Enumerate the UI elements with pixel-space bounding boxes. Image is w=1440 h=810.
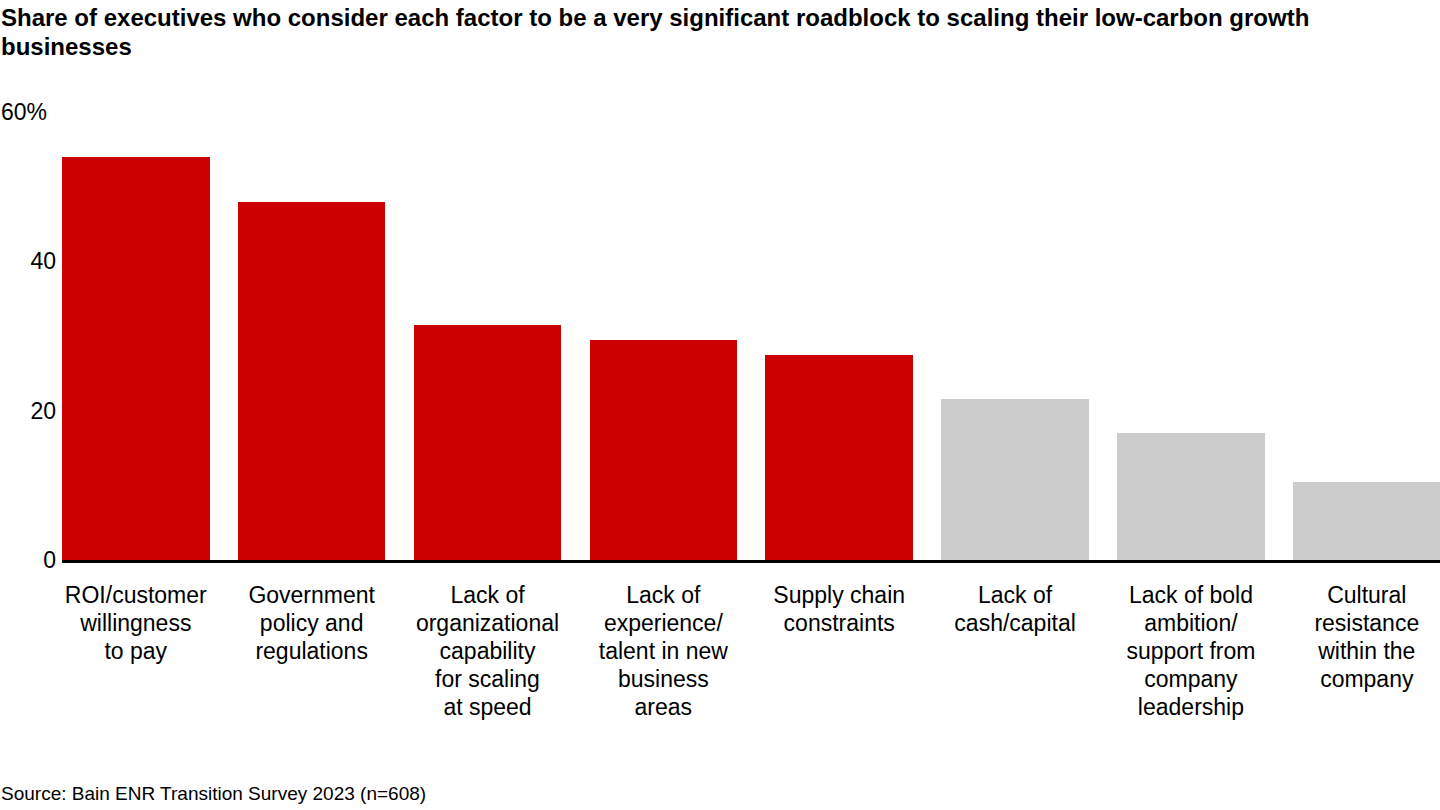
bar-1	[62, 157, 210, 560]
plot-area: ROI/customer willingness to payGovernmen…	[0, 0, 1440, 810]
category-label-8: Cultural resistance within the company	[1269, 581, 1440, 693]
bar-4	[590, 340, 738, 560]
category-label-4: Lack of experience/ talent in new busine…	[565, 581, 761, 721]
category-label-3: Lack of organizational capability for sc…	[390, 581, 586, 721]
source-note: Source: Bain ENR Transition Survey 2023 …	[1, 782, 426, 806]
bar-8	[1293, 482, 1440, 560]
bar-2	[238, 202, 386, 560]
y-tick-60pct: 60%	[1, 98, 47, 126]
bar-6	[941, 399, 1089, 560]
y-tick-20: 20	[0, 397, 56, 425]
category-label-2: Government policy and regulations	[214, 581, 410, 665]
bar-7	[1117, 433, 1265, 560]
bar-3	[414, 325, 562, 560]
category-label-7: Lack of bold ambition/ support from comp…	[1093, 581, 1289, 721]
category-label-1: ROI/customer willingness to pay	[38, 581, 234, 665]
y-tick-40: 40	[0, 247, 56, 275]
chart-canvas: Share of executives who consider each fa…	[0, 0, 1440, 810]
category-label-5: Supply chain constraints	[741, 581, 937, 637]
y-tick-0: 0	[0, 546, 56, 574]
x-axis-line	[62, 560, 1440, 563]
bar-5	[765, 355, 913, 560]
category-label-6: Lack of cash/capital	[917, 581, 1113, 637]
